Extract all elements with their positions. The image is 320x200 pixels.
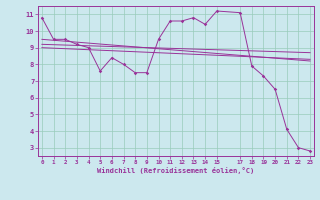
X-axis label: Windchill (Refroidissement éolien,°C): Windchill (Refroidissement éolien,°C) [97,167,255,174]
